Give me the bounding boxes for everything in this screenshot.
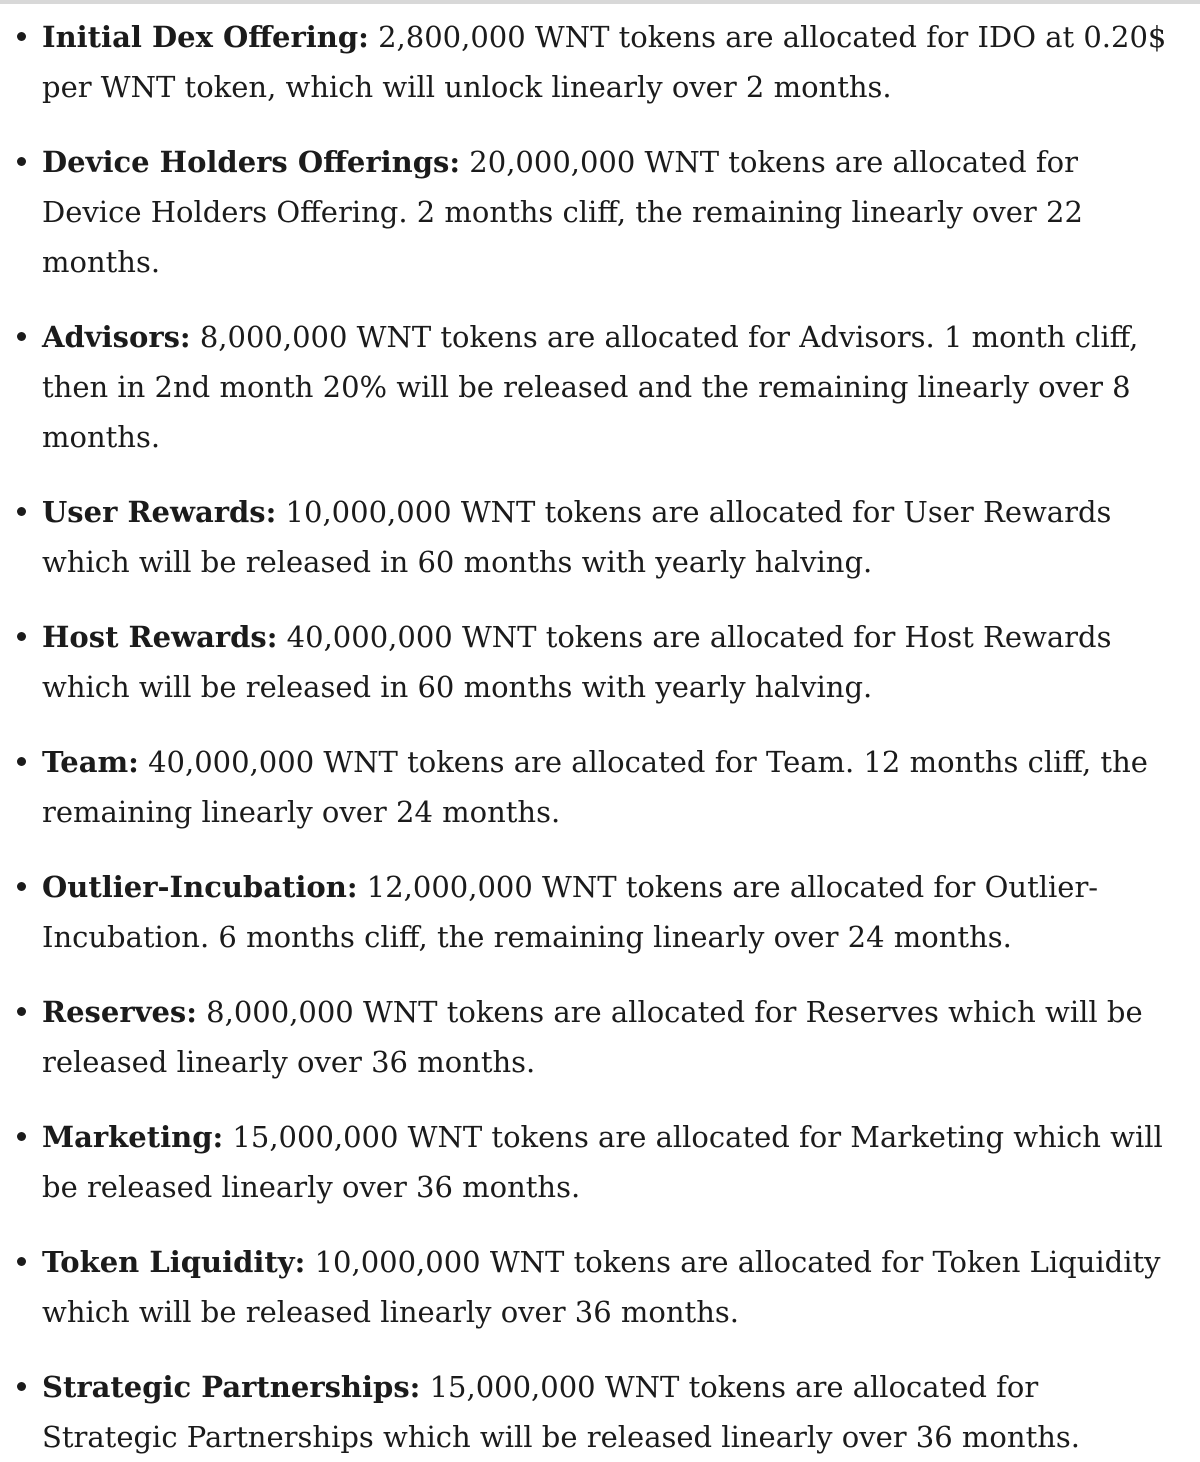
item-text: 15,000,000 WNT tokens are allocated for …	[42, 1120, 1163, 1204]
item-label: Device Holders Offerings:	[42, 145, 461, 179]
bullet-icon	[17, 32, 26, 41]
item-text: 8,000,000 WNT tokens are allocated for A…	[42, 320, 1139, 454]
list-item: Device Holders Offerings: 20,000,000 WNT…	[17, 137, 1182, 287]
bullet-icon	[17, 157, 26, 166]
list-item: Strategic Partnerships: 15,000,000 WNT t…	[17, 1362, 1182, 1462]
item-text: 40,000,000 WNT tokens are allocated for …	[42, 745, 1148, 829]
list-item: Marketing: 15,000,000 WNT tokens are all…	[17, 1112, 1182, 1212]
item-text: 8,000,000 WNT tokens are allocated for R…	[42, 995, 1143, 1079]
item-text: 12,000,000 WNT tokens are allocated for …	[42, 870, 1099, 954]
list-item: Team: 40,000,000 WNT tokens are allocate…	[17, 737, 1182, 837]
item-label: Initial Dex Offering:	[42, 20, 369, 54]
item-text: 40,000,000 WNT tokens are allocated for …	[42, 620, 1112, 704]
bullet-icon	[17, 632, 26, 641]
item-label: Strategic Partnerships:	[42, 1370, 421, 1404]
list-item: Host Rewards: 40,000,000 WNT tokens are …	[17, 612, 1182, 712]
list-item: Initial Dex Offering: 2,800,000 WNT toke…	[17, 12, 1182, 112]
list-item: Reserves: 8,000,000 WNT tokens are alloc…	[17, 987, 1182, 1087]
bullet-icon	[17, 757, 26, 766]
list-item: User Rewards: 10,000,000 WNT tokens are …	[17, 487, 1182, 587]
bullet-icon	[17, 332, 26, 341]
item-label: Team:	[42, 745, 139, 779]
item-label: Token Liquidity:	[42, 1245, 306, 1279]
top-divider	[0, 0, 1200, 4]
item-text: 10,000,000 WNT tokens are allocated for …	[42, 495, 1112, 579]
bullet-icon	[17, 1382, 26, 1391]
bullet-icon	[17, 1257, 26, 1266]
list-item: Advisors: 8,000,000 WNT tokens are alloc…	[17, 312, 1182, 462]
list-item: Token Liquidity: 10,000,000 WNT tokens a…	[17, 1237, 1182, 1337]
item-label: Marketing:	[42, 1120, 224, 1154]
bullet-icon	[17, 1007, 26, 1016]
item-label: Host Rewards:	[42, 620, 278, 654]
item-label: Advisors:	[42, 320, 191, 354]
item-text: 20,000,000 WNT tokens are allocated for …	[42, 145, 1083, 279]
bullet-icon	[17, 1132, 26, 1141]
token-allocation-list: Initial Dex Offering: 2,800,000 WNT toke…	[0, 12, 1200, 1462]
bullet-icon	[17, 507, 26, 516]
item-label: Outlier-Incubation:	[42, 870, 358, 904]
item-text: 2,800,000 WNT tokens are allocated for I…	[42, 20, 1167, 104]
item-label: Reserves:	[42, 995, 197, 1029]
item-label: User Rewards:	[42, 495, 277, 529]
item-text: 10,000,000 WNT tokens are allocated for …	[42, 1245, 1161, 1329]
bullet-icon	[17, 882, 26, 891]
list-item: Outlier-Incubation: 12,000,000 WNT token…	[17, 862, 1182, 962]
